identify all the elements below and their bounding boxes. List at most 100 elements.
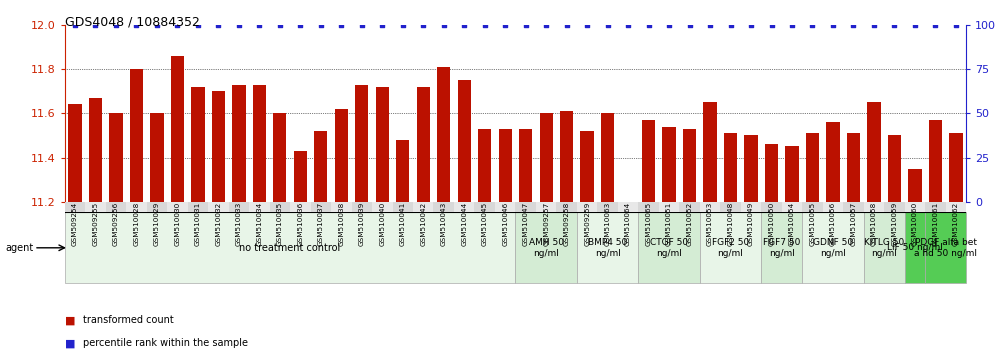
Point	[743, 22, 759, 28]
Bar	[454, 202, 474, 212]
Text: GSM510063: GSM510063	[605, 202, 611, 246]
Point	[640, 22, 656, 28]
Text: LIF 50 ng/ml: LIF 50 ng/ml	[887, 243, 943, 252]
Text: GSM510057: GSM510057	[851, 202, 857, 246]
Bar	[945, 202, 966, 212]
Text: GSM510052: GSM510052	[686, 202, 692, 246]
Text: GDNF 50
ng/ml: GDNF 50 ng/ml	[813, 238, 853, 257]
Point	[538, 22, 554, 28]
Text: percentile rank within the sample: percentile rank within the sample	[83, 338, 248, 348]
Bar	[744, 136, 758, 202]
Bar	[642, 120, 655, 202]
Bar	[499, 129, 512, 202]
Text: ■: ■	[65, 315, 76, 325]
Point	[210, 22, 226, 28]
Bar	[191, 87, 204, 202]
Point	[293, 22, 309, 28]
Text: GSM510050: GSM510050	[769, 202, 775, 246]
Bar	[232, 85, 246, 202]
Point	[518, 22, 534, 28]
Text: AMH 50
ng/ml: AMH 50 ng/ml	[529, 238, 564, 257]
Point	[825, 22, 841, 28]
Text: KITLG 50
ng/ml: KITLG 50 ng/ml	[865, 238, 904, 257]
Bar	[700, 212, 761, 283]
Bar	[273, 113, 287, 202]
Text: GSM509259: GSM509259	[584, 202, 591, 246]
Text: FGF2 50
ng/ml: FGF2 50 ng/ml	[712, 238, 749, 257]
Text: GSM510038: GSM510038	[339, 202, 345, 246]
Bar	[928, 120, 942, 202]
Point	[907, 22, 923, 28]
Bar	[683, 129, 696, 202]
Bar	[782, 202, 802, 212]
Bar	[106, 202, 126, 212]
Bar	[847, 133, 861, 202]
Bar	[170, 56, 184, 202]
Bar	[253, 85, 266, 202]
Bar	[884, 202, 904, 212]
Bar	[638, 212, 700, 283]
Point	[681, 22, 697, 28]
Bar	[413, 202, 433, 212]
Bar	[314, 131, 328, 202]
Point	[661, 22, 677, 28]
Bar	[335, 109, 348, 202]
Point	[866, 22, 881, 28]
Point	[374, 22, 390, 28]
Bar	[598, 202, 618, 212]
Bar	[478, 129, 491, 202]
Bar	[536, 202, 557, 212]
Bar	[65, 212, 516, 283]
Bar	[212, 91, 225, 202]
Point	[169, 22, 185, 28]
Point	[334, 22, 350, 28]
Bar	[577, 202, 598, 212]
Point	[313, 22, 329, 28]
Bar	[785, 147, 799, 202]
Bar	[761, 212, 802, 283]
Bar	[904, 212, 925, 283]
Bar	[761, 202, 782, 212]
Text: GSM510061: GSM510061	[932, 202, 938, 246]
Bar	[601, 113, 615, 202]
Bar	[864, 202, 884, 212]
Bar	[89, 98, 103, 202]
Bar	[437, 67, 450, 202]
Bar	[65, 202, 86, 212]
Point	[764, 22, 780, 28]
Text: GSM510029: GSM510029	[154, 202, 160, 246]
Text: GSM510034: GSM510034	[256, 202, 262, 246]
Point	[108, 22, 124, 28]
Text: GSM510056: GSM510056	[830, 202, 836, 246]
Bar	[352, 202, 373, 212]
Bar	[457, 80, 471, 202]
Bar	[516, 202, 536, 212]
Text: GSM510054: GSM510054	[789, 202, 795, 246]
Bar	[167, 202, 187, 212]
Text: transformed count: transformed count	[83, 315, 173, 325]
Point	[67, 22, 83, 28]
Text: GSM510047: GSM510047	[523, 202, 529, 246]
Bar	[823, 202, 844, 212]
Point	[621, 22, 636, 28]
Point	[559, 22, 575, 28]
Text: GSM509255: GSM509255	[93, 202, 99, 246]
Bar	[331, 202, 352, 212]
Bar	[802, 212, 864, 283]
Bar	[129, 69, 143, 202]
Bar	[229, 202, 249, 212]
Text: GSM510042: GSM510042	[420, 202, 426, 246]
Text: GSM509258: GSM509258	[564, 202, 570, 246]
Text: GSM510028: GSM510028	[133, 202, 139, 246]
Text: GSM510043: GSM510043	[440, 202, 447, 246]
Text: GDS4048 / 10884352: GDS4048 / 10884352	[65, 16, 199, 29]
Bar	[396, 140, 409, 202]
Text: agent: agent	[5, 243, 33, 253]
Bar	[187, 202, 208, 212]
Text: PDGF alfa bet
a hd 50 ng/ml: PDGF alfa bet a hd 50 ng/ml	[914, 238, 977, 257]
Point	[456, 22, 472, 28]
Point	[251, 22, 267, 28]
Bar	[495, 202, 516, 212]
Text: GSM510058: GSM510058	[871, 202, 876, 246]
Bar	[110, 113, 123, 202]
